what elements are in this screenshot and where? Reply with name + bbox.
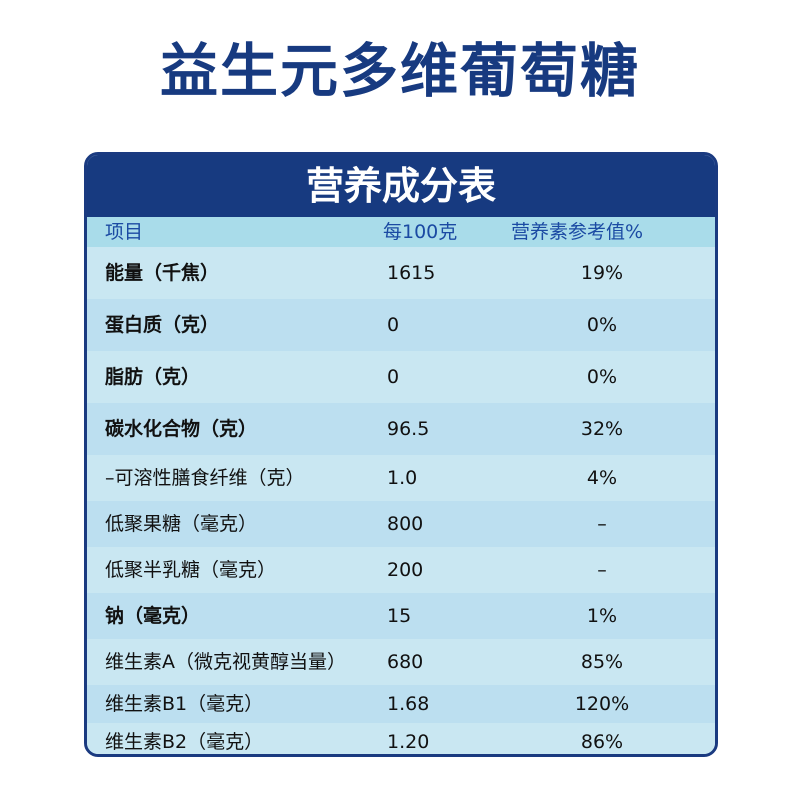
table-row: 碳水化合物（克） 96.5 32% (87, 403, 715, 455)
row-nrv: 1% (586, 605, 618, 627)
table-row: 维生素B1（毫克） 1.68 120% (87, 685, 715, 723)
column-header-per100g: 每100克 (383, 221, 458, 243)
row-item: 钠（毫克） (105, 605, 201, 627)
column-header-nrv: 营养素参考值% (511, 221, 644, 243)
row-item: 蛋白质（克） (105, 314, 220, 336)
row-item: 维生素B2（毫克） (105, 731, 264, 753)
row-per100g: 15 (387, 605, 412, 627)
nutrition-table: 营养成分表 项目 每100克 营养素参考值% 能量（千焦） 1615 19% 蛋白质（… (84, 152, 718, 757)
row-item: 脂肪（克） (105, 366, 201, 388)
row-item: 维生素A（微克视黄醇当量） (105, 651, 346, 673)
row-per100g: 680 (387, 651, 424, 673)
row-per100g: 1615 (387, 262, 436, 284)
table-row: 蛋白质（克） 0 0% (87, 299, 715, 351)
column-header-item: 项目 (105, 221, 144, 243)
row-nrv: – (597, 559, 607, 581)
table-row: 维生素A（微克视黄醇当量） 680 85% (87, 639, 715, 685)
table-row: 能量（千焦） 1615 19% (87, 247, 715, 299)
row-per100g: 1.68 (387, 693, 430, 715)
row-nrv: 4% (586, 467, 618, 489)
row-nrv: – (597, 513, 607, 535)
column-header-row: 项目 每100克 营养素参考值% (87, 217, 715, 247)
row-per100g: 1.0 (387, 467, 418, 489)
row-per100g: 800 (387, 513, 424, 535)
row-per100g: 0 (387, 314, 400, 336)
table-row: –可溶性膳食纤维（克） 1.0 4% (87, 455, 715, 501)
row-item: 能量（千焦） (105, 262, 220, 284)
row-item: 碳水化合物（克） (105, 418, 258, 440)
table-row: 低聚半乳糖（毫克） 200 – (87, 547, 715, 593)
row-per100g: 0 (387, 366, 400, 388)
row-nrv: 0% (586, 314, 618, 336)
row-item: –可溶性膳食纤维（克） (105, 467, 305, 489)
table-heading: 营养成分表 (87, 155, 715, 217)
row-nrv: 86% (580, 731, 624, 753)
row-nrv: 120% (574, 693, 630, 715)
row-item: 维生素B1（毫克） (105, 693, 264, 715)
product-title: 益生元多维葡萄糖 (159, 37, 640, 105)
table-row: 维生素B2（毫克） 1.20 86% (87, 723, 715, 754)
row-item: 低聚果糖（毫克） (105, 513, 258, 535)
row-item: 低聚半乳糖（毫克） (105, 559, 277, 581)
row-nrv: 85% (580, 651, 624, 673)
table-row: 脂肪（克） 0 0% (87, 351, 715, 403)
table-row: 低聚果糖（毫克） 800 – (87, 501, 715, 547)
table-body: 能量（千焦） 1615 19% 蛋白质（克） 0 0% 脂肪（克） 0 0% 碳水化合物（克） 96… (87, 247, 715, 754)
row-nrv: 32% (580, 418, 624, 440)
row-per100g: 200 (387, 559, 424, 581)
row-nrv: 0% (586, 366, 618, 388)
row-nrv: 19% (580, 262, 624, 284)
row-per100g: 96.5 (387, 418, 430, 440)
table-row: 钠（毫克） 15 1% (87, 593, 715, 639)
row-per100g: 1.20 (387, 731, 430, 753)
